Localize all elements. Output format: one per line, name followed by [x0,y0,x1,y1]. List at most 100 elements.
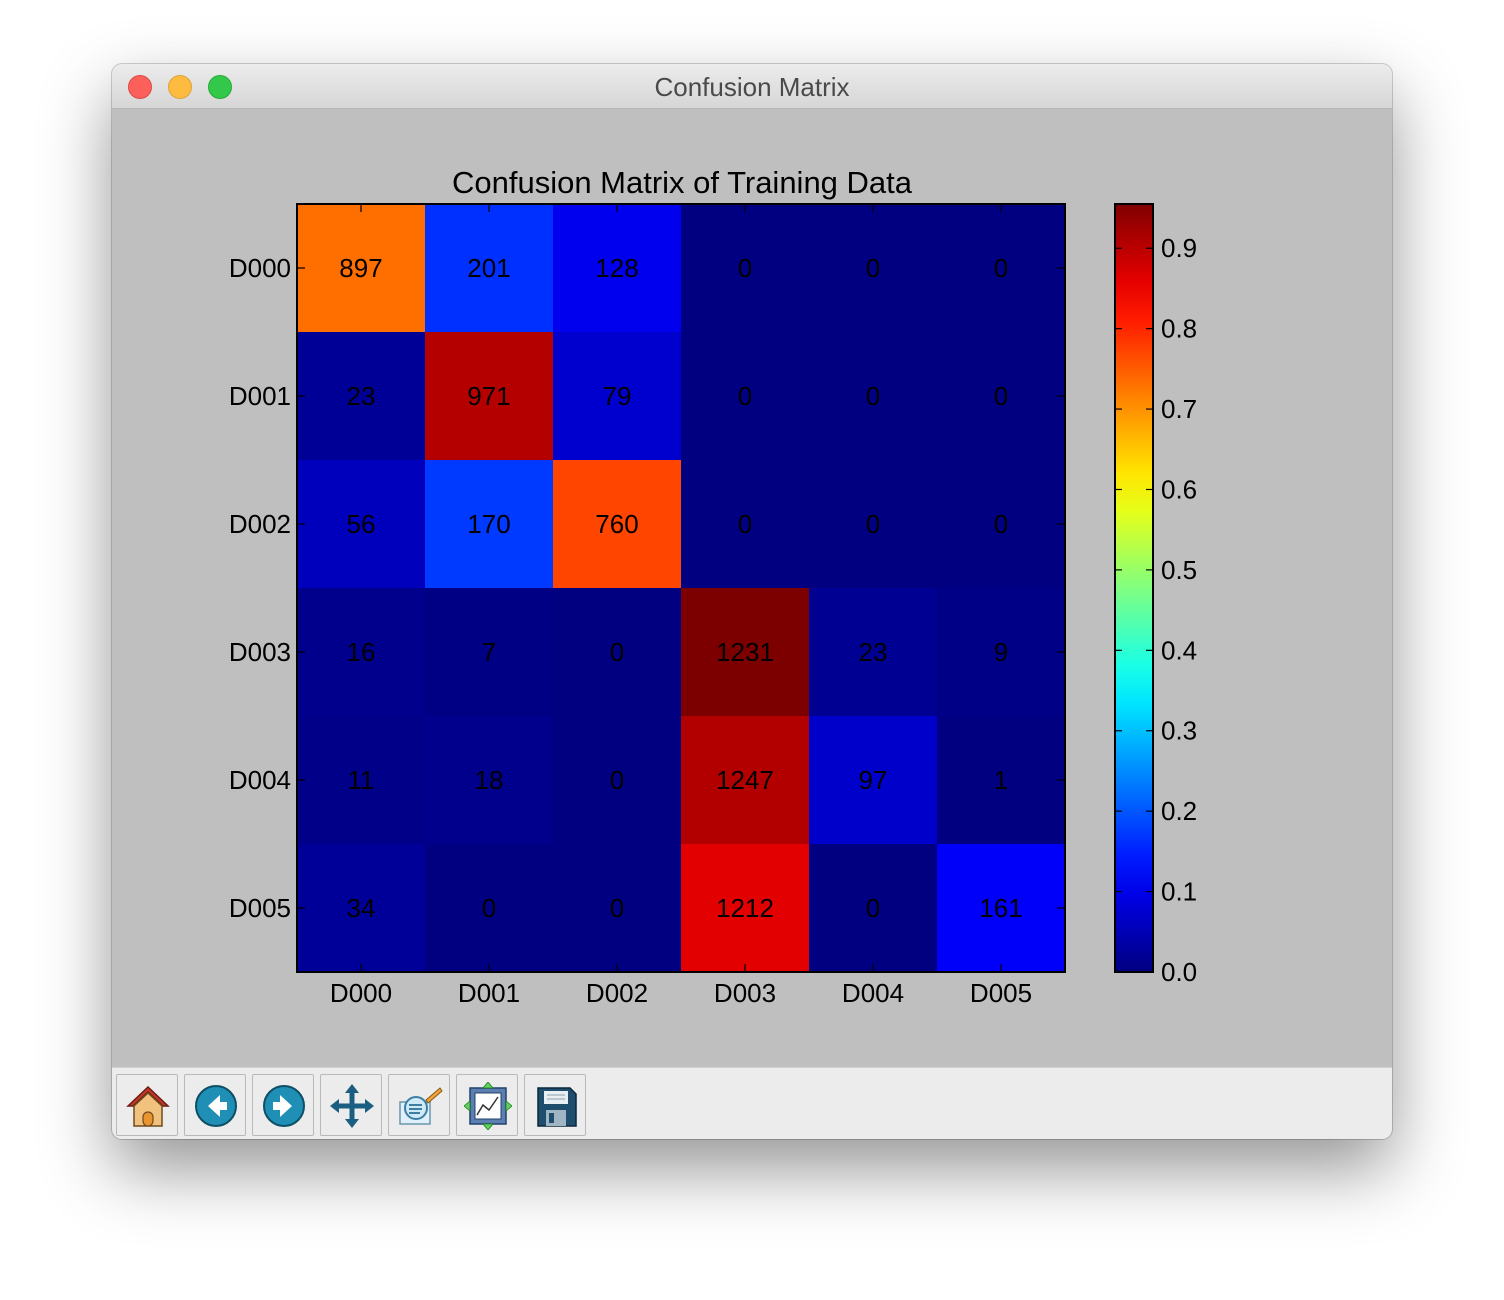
heatmap-cell [425,716,554,845]
x-tick-label: D004 [842,978,904,1008]
x-tick-label: D000 [330,978,392,1008]
cell-value-label: 11 [348,765,375,795]
heatmap-cell [809,588,938,717]
cell-value-label: 23 [859,637,888,667]
cell-value-label: 7 [482,637,496,667]
colorbar-gradient [1114,203,1154,973]
colorbar-tick-label: 0.8 [1161,314,1197,344]
home-icon [126,1085,170,1127]
heatmap-cell [553,332,682,461]
home-button[interactable] [116,1074,178,1136]
heatmap-cell [553,204,682,333]
cell-value-label: 1 [994,765,1008,795]
heatmap-cell [809,332,938,461]
y-tick-label: D003 [229,637,291,667]
heatmap-cell [937,460,1066,589]
app-window: Confusion Matrix Confusion Matrix of Tra… [112,64,1392,1139]
cell-value-label: 9 [994,637,1008,667]
colorbar-tick-label: 0.6 [1161,474,1197,504]
cell-value-label: 760 [595,509,638,539]
zoom-button[interactable] [388,1074,450,1136]
heatmap-cell [937,588,1066,717]
heatmap-cell [553,844,682,973]
heatmap-cell [937,844,1066,973]
move-icon [330,1084,374,1128]
heatmap-cell [681,460,810,589]
colorbar-tick-label: 0.2 [1161,796,1197,826]
heatmap-cell [681,716,810,845]
cell-value-label: 0 [994,381,1008,411]
colorbar-tick-label: 0.3 [1161,716,1197,746]
navigation-toolbar [112,1067,1392,1139]
colorbar-tick-label: 0.4 [1161,635,1197,665]
cell-value-label: 0 [994,509,1008,539]
save-icon [537,1087,577,1127]
plot-frame [296,203,1066,973]
heatmap-cell [297,332,426,461]
zoom-rect-icon [399,1087,443,1125]
heatmap-cell [809,844,938,973]
heatmap-cell [681,588,810,717]
y-tick-label: D004 [229,765,291,795]
subplots-icon [464,1082,512,1130]
heatmap-cell [937,204,1066,333]
heatmap-cell [937,716,1066,845]
cell-value-label: 18 [475,765,504,795]
cell-value-label: 16 [347,637,376,667]
heatmap-cell [809,716,938,845]
cell-value-label: 170 [467,509,510,539]
cell-value-label: 161 [979,893,1022,923]
forward-button[interactable] [252,1074,314,1136]
save-button[interactable] [524,1074,586,1136]
heatmap-cell [297,588,426,717]
back-arrow-icon [195,1085,237,1127]
cell-value-label: 79 [603,381,632,411]
cell-value-label: 0 [738,381,752,411]
y-tick-label: D005 [229,893,291,923]
cell-value-label: 1231 [716,637,774,667]
minimize-window-button[interactable] [168,75,192,99]
cell-value-label: 0 [482,893,496,923]
cell-value-label: 23 [347,381,376,411]
figure-canvas: Confusion Matrix of Training Data 897 201… [112,109,1392,1067]
heatmap-cell [809,460,938,589]
cell-value-label: 897 [339,253,382,283]
heatmap-cell [809,204,938,333]
subplots-button[interactable] [456,1074,518,1136]
heatmap-cell [297,460,426,589]
maximize-window-button[interactable] [208,75,232,99]
cell-value-label: 0 [738,253,752,283]
chart-title: Confusion Matrix of Training Data [452,165,913,200]
heatmap-cell [553,460,682,589]
heatmap-cell [425,460,554,589]
y-tick-label: D001 [229,381,291,411]
heatmap-cell [553,588,682,717]
heatmap-cell [425,332,554,461]
cell-value-label: 1212 [716,893,774,923]
x-tick-label: D005 [970,978,1032,1008]
heatmap-cell [553,716,682,845]
cell-value-label: 0 [610,637,624,667]
forward-arrow-icon [263,1085,305,1127]
x-tick-label: D001 [458,978,520,1008]
heatmap-cell [297,716,426,845]
cell-value-label: 1247 [716,765,774,795]
heatmap-cell [297,844,426,973]
cell-value-label: 56 [347,509,376,539]
cell-value-label: 0 [866,381,880,411]
cell-value-label: 0 [738,509,752,539]
heatmap-cell [425,588,554,717]
cell-value-label: 0 [866,509,880,539]
colorbar-tick-label: 0.5 [1161,555,1197,585]
pan-button[interactable] [320,1074,382,1136]
x-tick-label: D002 [586,978,648,1008]
cell-value-label: 97 [859,765,888,795]
heatmap-cell [425,844,554,973]
y-tick-label: D002 [229,509,291,539]
cell-value-label: 34 [347,893,376,923]
colorbar-tick-label: 0.1 [1161,877,1197,907]
close-window-button[interactable] [128,75,152,99]
back-button[interactable] [184,1074,246,1136]
cell-value-label: 0 [994,253,1008,283]
window-title: Confusion Matrix [654,72,850,102]
